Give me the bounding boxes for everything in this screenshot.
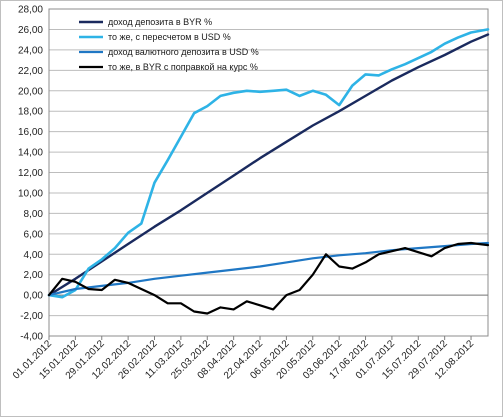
series-line-1 bbox=[47, 33, 490, 297]
y-tick-label: -4,00 bbox=[20, 332, 43, 343]
y-tick-label: 8,00 bbox=[24, 209, 44, 220]
y-tick-label: 14,00 bbox=[18, 148, 43, 159]
series-lines bbox=[47, 28, 490, 315]
y-tick-label: 20,00 bbox=[18, 86, 43, 97]
y-tick-label: 4,00 bbox=[24, 250, 44, 261]
y-tick-label: 24,00 bbox=[18, 45, 43, 56]
plot-area bbox=[48, 8, 489, 337]
y-axis: -4,00 -2,00 0,00 2,00 4,00 6,00 8,00 10,00 12,00… bbox=[18, 5, 43, 343]
y-tick-label: 6,00 bbox=[24, 229, 44, 240]
y-tick-label: 26,00 bbox=[18, 25, 43, 36]
x-axis: 01.01.201215.01.201229.01.201212.02.2012… bbox=[11, 336, 476, 382]
y-tick-label: 12,00 bbox=[18, 168, 43, 179]
legend: доход депозита в BYR % то же, с пересчето… bbox=[79, 17, 259, 72]
y-tick-label: 28,00 bbox=[18, 5, 43, 16]
legend-label: то же, с пересчетом в USD % bbox=[108, 32, 231, 42]
legend-label: доход депозита в BYR % bbox=[108, 17, 212, 27]
y-tick-label: 0,00 bbox=[24, 291, 44, 302]
y-tick-label: 2,00 bbox=[24, 270, 44, 281]
y-tick-label: 22,00 bbox=[18, 66, 43, 77]
legend-label: то же, в BYR с поправкой на курс % bbox=[108, 62, 258, 72]
grid bbox=[48, 8, 489, 337]
series-line-2 bbox=[47, 28, 490, 299]
y-tick-label: 18,00 bbox=[18, 107, 43, 118]
y-tick-label: 10,00 bbox=[18, 188, 43, 199]
series-line-4 bbox=[47, 241, 490, 315]
y-tick-label: 16,00 bbox=[18, 127, 43, 138]
legend-label: доход валютного депозита в USD % bbox=[108, 47, 259, 57]
y-tick-label: -2,00 bbox=[20, 311, 43, 322]
series-line-3 bbox=[47, 241, 490, 297]
